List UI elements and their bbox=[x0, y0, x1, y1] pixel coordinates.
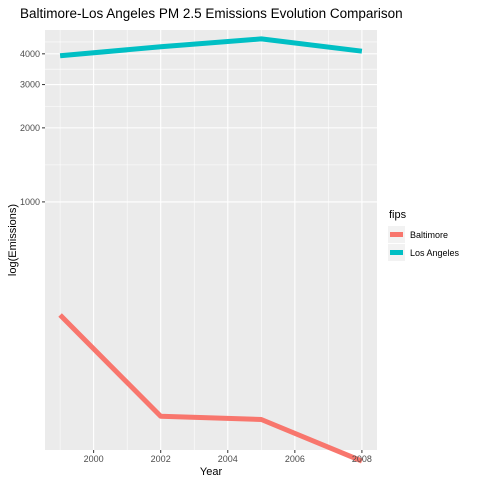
y-axis-title: log(Emissions) bbox=[7, 204, 19, 276]
y-tick-label: 4000 bbox=[20, 49, 40, 59]
x-tick-label: 2004 bbox=[218, 454, 238, 464]
x-tick-label: 2000 bbox=[84, 454, 104, 464]
legend: fips Baltimore Los Angeles bbox=[388, 209, 460, 261]
x-tick-label: 2008 bbox=[352, 454, 372, 464]
plot-panel bbox=[45, 30, 377, 450]
grid-major bbox=[45, 30, 377, 450]
x-tick-label: 2006 bbox=[285, 454, 305, 464]
x-axis-title: Year bbox=[200, 466, 223, 478]
legend-label-los-angeles: Los Angeles bbox=[410, 248, 460, 258]
series-line-baltimore bbox=[58, 313, 363, 464]
series-layer bbox=[58, 36, 363, 464]
y-tick-label: 1000 bbox=[20, 197, 40, 207]
x-tick-label: 2002 bbox=[151, 454, 171, 464]
ticks-layer: 2000 2002 2004 2006 2008 1000 2000 3000 4000 bbox=[20, 49, 372, 464]
legend-label-baltimore: Baltimore bbox=[410, 230, 448, 240]
chart-title: Baltimore-Los Angeles PM 2.5 Emissions E… bbox=[20, 6, 403, 21]
y-tick-label: 2000 bbox=[20, 123, 40, 133]
series-line-los-angeles bbox=[59, 36, 363, 59]
y-tick-label: 3000 bbox=[20, 80, 40, 90]
legend-title: fips bbox=[389, 209, 407, 221]
